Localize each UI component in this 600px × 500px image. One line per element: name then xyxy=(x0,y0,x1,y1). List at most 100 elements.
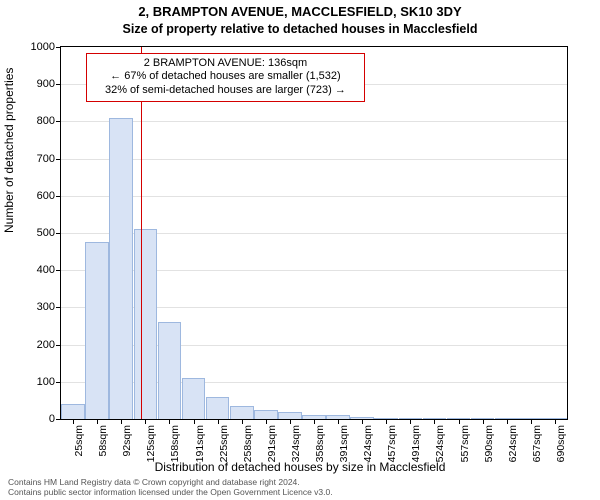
y-tick-mark xyxy=(56,270,60,271)
y-tick-label: 200 xyxy=(15,339,55,351)
histogram-bar xyxy=(109,118,133,419)
y-tick-label: 1000 xyxy=(15,41,55,53)
annotation-line: 32% of semi-detached houses are larger (… xyxy=(93,84,357,98)
x-tick-label: 491sqm xyxy=(410,425,422,475)
x-tick-label: 58sqm xyxy=(97,425,109,475)
histogram-bar xyxy=(471,418,495,419)
y-tick-mark xyxy=(56,196,60,197)
y-tick-label: 600 xyxy=(15,190,55,202)
x-tick-mark xyxy=(459,420,460,424)
gridline xyxy=(61,196,567,197)
histogram-bar xyxy=(302,415,326,419)
gridline xyxy=(61,121,567,122)
histogram-bar xyxy=(134,229,158,419)
y-axis-title: Number of detached properties xyxy=(2,68,16,233)
histogram-bar xyxy=(423,418,447,419)
x-tick-label: 557sqm xyxy=(459,425,471,475)
histogram-bar xyxy=(158,322,182,419)
x-tick-label: 624sqm xyxy=(507,425,519,475)
histogram-bar xyxy=(182,378,206,419)
footer-line2: Contains public sector information licen… xyxy=(8,488,333,498)
x-tick-label: 324sqm xyxy=(290,425,302,475)
x-tick-label: 690sqm xyxy=(555,425,567,475)
x-tick-mark xyxy=(531,420,532,424)
y-tick-label: 700 xyxy=(15,153,55,165)
x-tick-mark xyxy=(73,420,74,424)
histogram-bar xyxy=(447,418,471,419)
x-tick-label: 590sqm xyxy=(483,425,495,475)
y-tick-mark xyxy=(56,233,60,234)
x-tick-label: 291sqm xyxy=(266,425,278,475)
y-tick-label: 900 xyxy=(15,78,55,90)
x-tick-mark xyxy=(242,420,243,424)
x-tick-mark xyxy=(483,420,484,424)
x-tick-label: 25sqm xyxy=(73,425,85,475)
y-tick-mark xyxy=(56,159,60,160)
x-tick-mark xyxy=(145,420,146,424)
x-tick-mark xyxy=(97,420,98,424)
y-tick-label: 300 xyxy=(15,301,55,313)
x-tick-mark xyxy=(194,420,195,424)
histogram-bar xyxy=(374,418,398,419)
histogram-bar xyxy=(206,397,230,419)
chart-title-address: 2, BRAMPTON AVENUE, MACCLESFIELD, SK10 3… xyxy=(0,4,600,19)
y-tick-mark xyxy=(56,345,60,346)
gridline xyxy=(61,159,567,160)
x-tick-mark xyxy=(434,420,435,424)
y-tick-label: 100 xyxy=(15,376,55,388)
x-tick-label: 191sqm xyxy=(194,425,206,475)
histogram-bar xyxy=(230,406,254,419)
histogram-bar xyxy=(326,415,350,419)
x-tick-mark xyxy=(169,420,170,424)
x-tick-mark xyxy=(266,420,267,424)
x-tick-mark xyxy=(410,420,411,424)
x-tick-label: 657sqm xyxy=(531,425,543,475)
histogram-bar xyxy=(543,418,567,419)
x-tick-mark xyxy=(218,420,219,424)
annotation-box: 2 BRAMPTON AVENUE: 136sqm← 67% of detach… xyxy=(86,53,364,102)
annotation-line: ← 67% of detached houses are smaller (1,… xyxy=(93,70,357,84)
histogram-bar xyxy=(254,410,278,419)
y-tick-label: 800 xyxy=(15,115,55,127)
y-tick-label: 0 xyxy=(15,413,55,425)
x-tick-label: 457sqm xyxy=(386,425,398,475)
x-tick-label: 424sqm xyxy=(362,425,374,475)
x-tick-label: 358sqm xyxy=(314,425,326,475)
y-tick-mark xyxy=(56,419,60,420)
histogram-bar xyxy=(519,418,543,419)
y-tick-label: 400 xyxy=(15,264,55,276)
y-tick-mark xyxy=(56,382,60,383)
x-tick-label: 258sqm xyxy=(242,425,254,475)
reference-line xyxy=(141,47,142,419)
y-tick-mark xyxy=(56,47,60,48)
histogram-bar xyxy=(495,418,519,419)
plot-area: 2 BRAMPTON AVENUE: 136sqm← 67% of detach… xyxy=(60,46,568,420)
x-tick-mark xyxy=(386,420,387,424)
x-tick-label: 125sqm xyxy=(145,425,157,475)
footer-attribution: Contains HM Land Registry data © Crown c… xyxy=(8,478,333,498)
x-tick-label: 524sqm xyxy=(434,425,446,475)
histogram-bar xyxy=(61,404,85,419)
x-tick-label: 92sqm xyxy=(121,425,133,475)
annotation-line: 2 BRAMPTON AVENUE: 136sqm xyxy=(93,57,357,71)
y-tick-mark xyxy=(56,84,60,85)
chart-container: 2, BRAMPTON AVENUE, MACCLESFIELD, SK10 3… xyxy=(0,0,600,500)
x-tick-mark xyxy=(362,420,363,424)
y-tick-mark xyxy=(56,307,60,308)
x-tick-mark xyxy=(290,420,291,424)
x-tick-mark xyxy=(507,420,508,424)
histogram-bar xyxy=(399,418,423,419)
y-tick-mark xyxy=(56,121,60,122)
histogram-bar xyxy=(278,412,302,419)
x-tick-label: 225sqm xyxy=(218,425,230,475)
x-tick-label: 158sqm xyxy=(169,425,181,475)
x-tick-mark xyxy=(314,420,315,424)
x-tick-mark xyxy=(121,420,122,424)
x-tick-label: 391sqm xyxy=(338,425,350,475)
x-tick-mark xyxy=(555,420,556,424)
x-tick-mark xyxy=(338,420,339,424)
y-tick-label: 500 xyxy=(15,227,55,239)
chart-title-desc: Size of property relative to detached ho… xyxy=(0,22,600,36)
histogram-bar xyxy=(85,242,109,419)
histogram-bar xyxy=(350,417,374,419)
